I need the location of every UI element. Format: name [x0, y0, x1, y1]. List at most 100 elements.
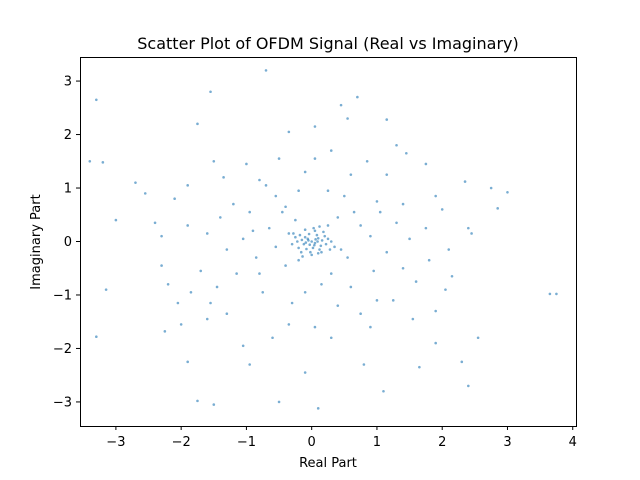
- scatter-point: [385, 173, 389, 176]
- scatter-point: [294, 235, 297, 239]
- scatter-point: [281, 210, 284, 214]
- scatter-point: [306, 237, 310, 241]
- scatter-point: [264, 184, 268, 187]
- plot-frame: [80, 57, 577, 427]
- scatter-point: [241, 344, 245, 348]
- scatter-point: [424, 162, 428, 166]
- scatter-point: [303, 235, 307, 239]
- scatter-point: [101, 161, 105, 164]
- scatter-point: [310, 253, 313, 257]
- scatter-point: [310, 240, 313, 243]
- scatter-point: [134, 181, 137, 184]
- scatter-point: [311, 246, 315, 250]
- scatter-point: [328, 248, 332, 251]
- scatter-point: [303, 170, 307, 174]
- scatter-point: [297, 246, 300, 250]
- scatter-point: [301, 255, 304, 258]
- scatter-point: [359, 312, 362, 316]
- scatter-point: [222, 176, 225, 179]
- y-axis: −3 −2 −1 0 1 2 3: [53, 75, 80, 410]
- scatter-point: [296, 240, 299, 243]
- scatter-point: [313, 125, 317, 128]
- scatter-point: [304, 241, 308, 244]
- scatter-point: [196, 122, 199, 126]
- scatter-point: [287, 130, 291, 134]
- scatter-point: [235, 272, 238, 275]
- scatter-point: [179, 323, 183, 326]
- scatter-point: [298, 233, 302, 237]
- scatter-point: [95, 335, 98, 338]
- scatter-point: [176, 301, 180, 305]
- scatter-point: [372, 269, 375, 273]
- scatter-point: [411, 317, 415, 321]
- scatter-point: [378, 210, 382, 214]
- scatter-point: [382, 389, 385, 393]
- scatter-point: [219, 216, 222, 219]
- scatter-point: [385, 118, 389, 121]
- scatter-point: [329, 272, 333, 275]
- scatter-point: [153, 221, 157, 225]
- scatter-point: [267, 226, 271, 230]
- scatter-point: [434, 341, 437, 345]
- x-axis-label: Real Part: [299, 456, 357, 471]
- y-tick-label: 0: [64, 235, 72, 250]
- scatter-point: [408, 237, 411, 241]
- scatter-point: [303, 291, 307, 294]
- scatter-point: [205, 317, 209, 321]
- scatter-point: [290, 242, 294, 246]
- scatter-point: [319, 244, 323, 248]
- scatter-point: [245, 162, 248, 166]
- scatter-point: [186, 224, 189, 227]
- scatter-point: [215, 285, 219, 289]
- scatter-point: [463, 180, 467, 183]
- scatter-point: [205, 232, 209, 235]
- scatter-point: [284, 264, 287, 267]
- scatter-point: [405, 151, 408, 155]
- scatter-point: [313, 325, 317, 329]
- scatter-point: [186, 184, 189, 187]
- y-tick-label: −3: [53, 395, 72, 410]
- scatter-point: [312, 226, 315, 230]
- y-tick-label: 1: [64, 182, 72, 197]
- y-tick-label: −2: [53, 342, 72, 357]
- scatter-point: [365, 159, 369, 163]
- scatter-point: [489, 186, 493, 190]
- scatter-point: [225, 248, 229, 251]
- scatter-point: [555, 292, 558, 296]
- scatter-point: [248, 363, 251, 366]
- x-tick-label: 2: [438, 435, 446, 450]
- scatter-point: [196, 399, 199, 403]
- scatter-point: [476, 336, 480, 340]
- scatter-point: [290, 301, 294, 305]
- scatter-point: [95, 98, 98, 102]
- x-tick-label: 3: [503, 435, 511, 450]
- scatter-point: [308, 243, 312, 247]
- x-tick-label: −1: [237, 435, 256, 450]
- scatter-point: [163, 330, 167, 333]
- scatter-point: [346, 117, 349, 120]
- scatter-point: [254, 256, 258, 259]
- scatter-point: [297, 189, 300, 192]
- scatter-point: [318, 248, 321, 251]
- x-tick-label: −3: [106, 435, 125, 450]
- scatter-point: [324, 242, 328, 246]
- scatter-point: [261, 291, 265, 294]
- scatter-point: [375, 200, 379, 203]
- scatter-point: [307, 232, 311, 236]
- scatter-point: [418, 365, 421, 369]
- scatter-point: [346, 256, 349, 259]
- scatter-point: [287, 323, 291, 326]
- scatter-point: [271, 336, 274, 340]
- scatter-point: [264, 69, 268, 72]
- scatter-point: [316, 240, 319, 243]
- scatter-point: [352, 210, 356, 214]
- scatter-point: [225, 312, 229, 316]
- scatter-point: [440, 208, 444, 211]
- scatter-point: [313, 241, 317, 245]
- scatter-point: [326, 189, 330, 192]
- y-tick-label: −1: [53, 288, 72, 303]
- scatter-point: [320, 250, 323, 254]
- scatter-point: [294, 218, 297, 222]
